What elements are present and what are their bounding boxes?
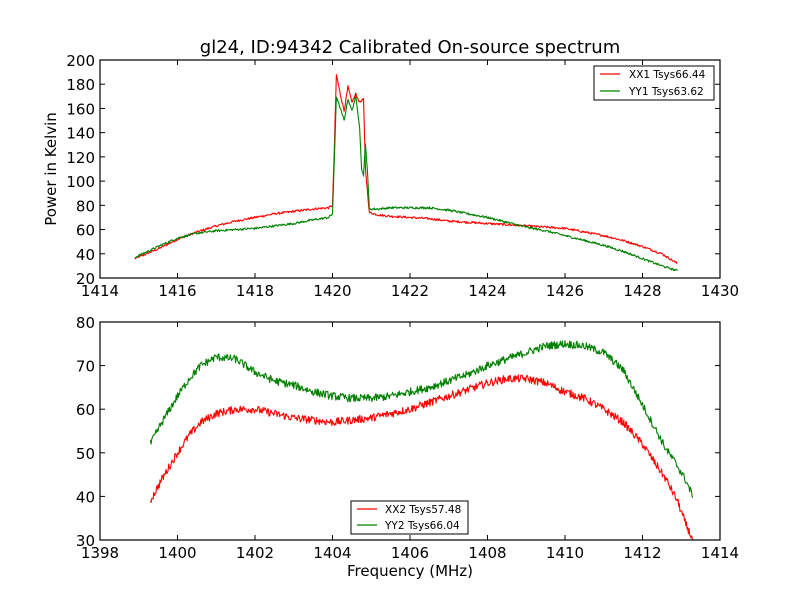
top-y-tick-label: 60 [76,222,95,240]
bottom-x-tick-label: 1414 [701,544,739,562]
top-legend: XX1 Tsys66.44 YY1 Tsys63.62 [593,65,715,101]
bottom-x-tick-label: 1404 [313,544,351,562]
top-axes: 1414 1416 1418 1420 1422 1424 1426 1428 1430 20 4… [42,52,739,300]
bottom-series-line-yy2 [149,340,694,498]
top-y-tick-label: 100 [66,173,95,191]
top-x-tick-label: 1418 [236,282,274,300]
legend-label-xx2: XX2 Tsys57.48 [385,504,461,516]
top-x-tick-label: 1428 [623,282,661,300]
legend-label-yy1: YY1 Tsys63.62 [628,86,704,98]
bottom-y-tick-label: 40 [76,488,95,506]
bottom-y-tick-label: 70 [76,358,95,376]
bottom-y-tick-labels: 30 40 50 60 70 80 [76,314,95,550]
bottom-legend-box [350,500,469,535]
chart-title: gl24, ID:94342 Calibrated On-source spec… [200,37,620,58]
bottom-y-tick-label: 60 [76,401,95,419]
bottom-x-tick-label: 1410 [546,544,584,562]
bottom-series-line-xx2 [149,374,694,541]
bottom-x-tick-label: 1400 [158,544,196,562]
top-y-tick-labels: 20 40 60 80 100 120 140 160 180 200 [66,52,95,288]
bottom-x-axis-label: Frequency (MHz) [347,562,473,580]
top-y-tick-label: 160 [66,100,95,118]
top-series-line-xx1 [134,74,678,264]
top-y-tick-label: 180 [66,76,95,94]
top-x-tick-label: 1430 [701,282,739,300]
bottom-y-tick-label: 80 [76,314,95,332]
top-x-tick-label: 1420 [313,282,351,300]
top-y-tick-label: 40 [76,246,95,264]
bottom-x-tick-label: 1412 [623,544,661,562]
bottom-x-tick-label: 1408 [468,544,506,562]
top-x-tick-label: 1426 [546,282,584,300]
top-legend-box [593,65,715,101]
top-x-tick-label: 1416 [158,282,196,300]
bottom-x-tick-label: 1406 [391,544,429,562]
top-x-tick-label: 1422 [391,282,429,300]
legend-label-xx1: XX1 Tsys66.44 [629,69,706,81]
bottom-y-tick-label: 30 [76,532,95,550]
top-axes-frame [99,59,721,279]
bottom-plot-lines [149,340,694,541]
top-y-tick-label: 80 [76,197,95,215]
top-y-tick-label: 200 [66,52,95,70]
bottom-y-tick-label: 50 [76,445,95,463]
bottom-legend: XX2 Tsys57.48 YY2 Tsys66.04 [350,500,469,535]
top-y-tick-label: 120 [66,149,95,167]
top-plot-lines [134,74,678,272]
bottom-x-tick-label: 1398 [81,544,119,562]
top-series-line-yy1 [134,94,678,272]
legend-label-yy2: YY2 Tsys66.04 [384,520,460,532]
top-x-tick-label: 1424 [468,282,506,300]
bottom-axes-frame [99,321,721,541]
top-y-tick-label: 20 [76,270,95,288]
bottom-axes: 1398 1400 1402 1404 1406 1408 1410 1412 1414 30 4… [76,314,739,580]
top-x-tick-labels: 1414 1416 1418 1420 1422 1424 1426 1428 1430 [81,282,739,300]
bottom-x-tick-label: 1402 [236,544,274,562]
bottom-x-tick-labels: 1398 1400 1402 1404 1406 1408 1410 1412 1414 [81,544,739,562]
top-x-tick-label: 1414 [81,282,119,300]
top-y-tick-label: 140 [66,125,95,143]
top-y-axis-label: Power in Kelvin [42,112,60,226]
